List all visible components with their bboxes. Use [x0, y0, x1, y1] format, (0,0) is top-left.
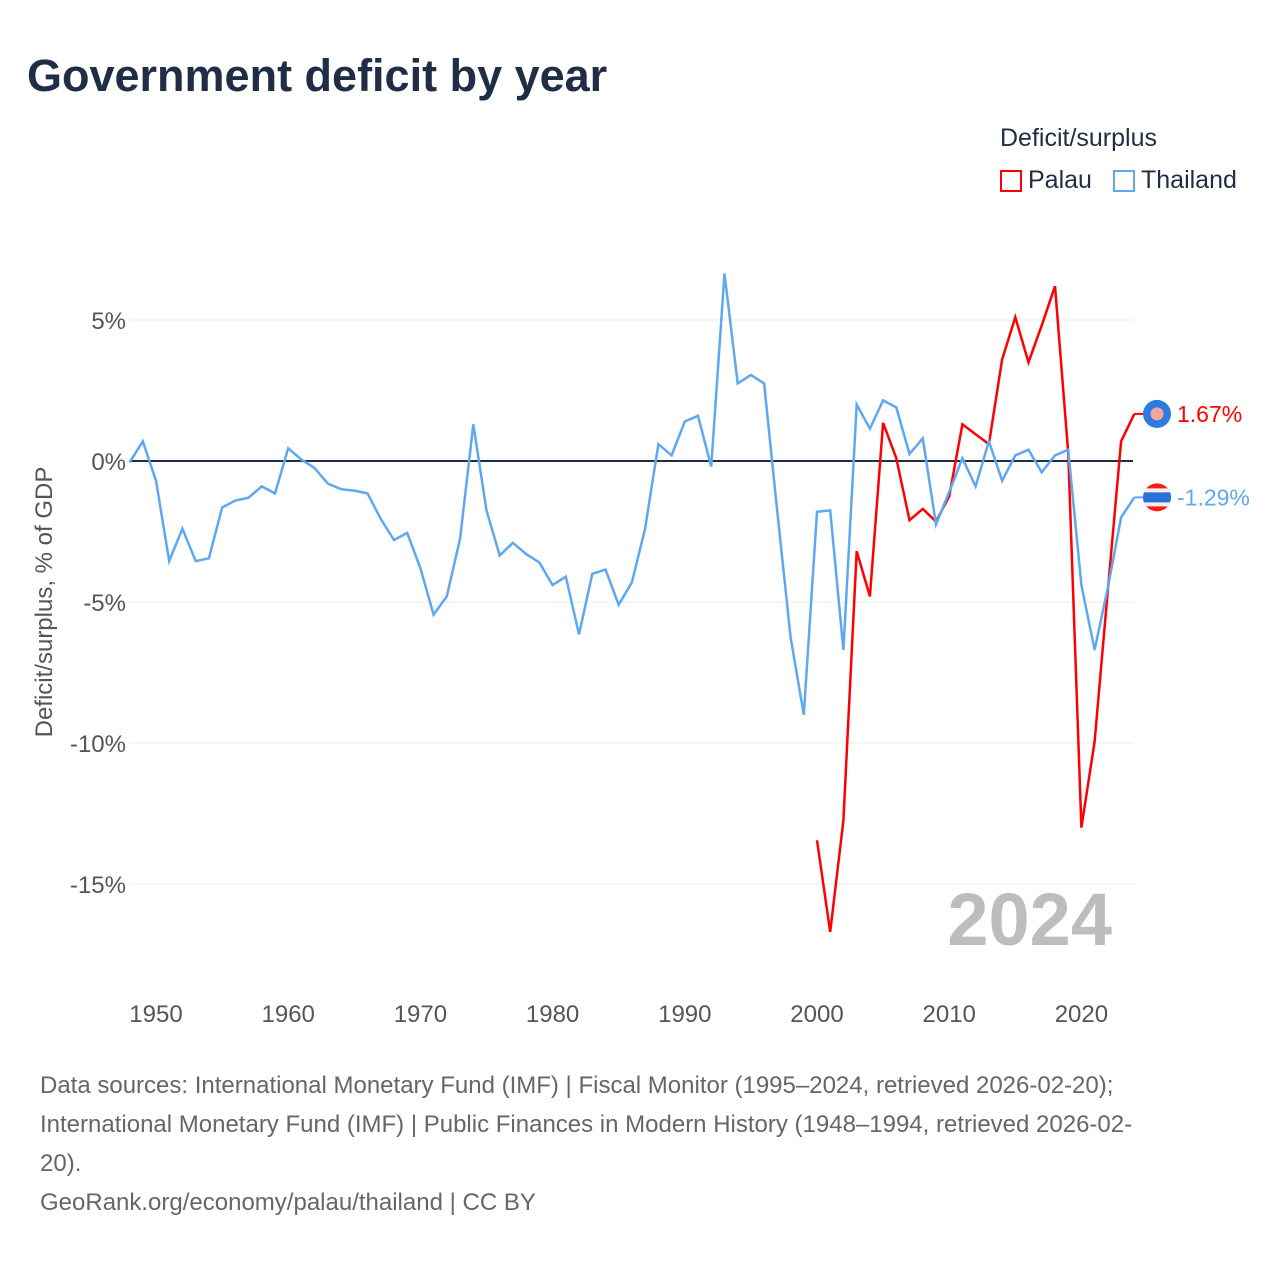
- series-line-palau: [815, 285, 1136, 933]
- y-tick-label: -15%: [70, 872, 126, 899]
- x-tick-label: 1990: [658, 1001, 711, 1028]
- y-tick-label: -10%: [70, 731, 126, 758]
- y-tick-label: 0%: [91, 449, 126, 476]
- legend-title: Deficit/surplus: [1000, 124, 1157, 152]
- source-line-2: International Monetary Fund (IMF) | Publ…: [40, 1111, 1133, 1138]
- y-tick-label: 5%: [91, 308, 126, 335]
- palau-flag-disc: [1150, 407, 1164, 421]
- legend-swatch-palau: [1000, 169, 1022, 192]
- thailand-flag-stripes: [1143, 483, 1171, 512]
- y-axis-label: Deficit/surplus, % of GDP: [31, 467, 58, 738]
- flag-blue: [1143, 492, 1171, 503]
- legend-item-thailand[interactable]: Thailand: [1113, 166, 1237, 195]
- x-tick-label: 1980: [526, 1001, 579, 1028]
- legend-swatch-thailand: [1113, 169, 1135, 192]
- line-chart: 5% 0% -5% -10% -15% 1950 1960 1970 1980 1990 2000 2…: [31, 273, 1250, 1028]
- x-tick-label: 1970: [394, 1001, 447, 1028]
- y-tick-label: -5%: [83, 590, 126, 617]
- x-tick-label: 1950: [129, 1001, 182, 1028]
- credit-link[interactable]: GeoRank.org/economy/palau/thailand | CC …: [40, 1189, 536, 1216]
- chart-title: Government deficit by year: [27, 50, 608, 101]
- source-line-3: 20).: [40, 1150, 82, 1177]
- end-value-label-thailand: -1.29%: [1177, 484, 1250, 510]
- x-tick-label: 2000: [790, 1001, 843, 1028]
- x-tick-label: 2020: [1055, 1001, 1108, 1028]
- series-line-thailand: [128, 273, 1136, 716]
- year-watermark: 2024: [947, 878, 1112, 961]
- legend-label-palau: Palau: [1028, 166, 1092, 194]
- source-line-1: Data sources: International Monetary Fun…: [40, 1072, 1114, 1099]
- legend-label-thailand: Thailand: [1141, 166, 1237, 194]
- x-tick-label: 1960: [262, 1001, 315, 1028]
- thailand-flag-icon: [1143, 483, 1171, 512]
- end-value-label-palau: 1.67%: [1177, 401, 1242, 427]
- legend-item-palau[interactable]: Palau: [1000, 166, 1092, 195]
- x-tick-label: 2010: [923, 1001, 976, 1028]
